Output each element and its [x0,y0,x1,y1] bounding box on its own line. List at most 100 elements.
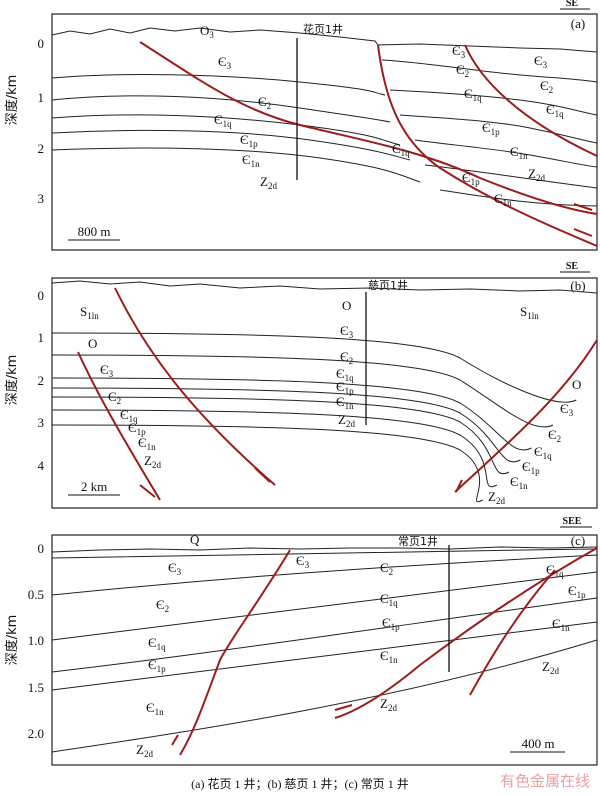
strata-subscript: 1q [157,642,167,652]
strata-label: Є1q [214,112,232,129]
strata-symbol: Є [336,379,345,394]
topography [51,27,598,53]
strata-subscript: 1q [223,119,233,129]
axis-label: 深度/km [4,615,20,666]
strata-subscript: 3 [349,330,354,340]
strata-symbol: Є [534,53,543,68]
strata-subscript: 2 [165,604,170,614]
strata-subscript: 1n [345,401,355,411]
strata-label: S1ln [80,304,99,321]
strata-subscript: 2 [549,85,554,95]
strata-symbol: Z [542,659,550,674]
strata-label: Є2 [456,62,469,79]
strata-label: Є1p [462,170,480,187]
strata-symbol: Z [528,166,536,181]
strata-subscript: 1p [531,466,541,476]
strata-subscript: 1q [345,373,355,383]
depth-tick-label: 0 [38,541,45,556]
strata-subscript: 2 [465,69,470,79]
depth-tick-label: 0 [38,36,45,51]
depth-tick-label: 3 [38,191,45,206]
panel-tag: (b) [570,278,585,293]
strata-label: Є1q [148,635,166,652]
depth-tick-label: 4 [38,458,45,473]
strata-subscript: 1ln [87,311,99,321]
strata-label: Є3 [218,54,232,71]
strata-label: Є1n [380,648,398,665]
horizons [51,332,577,503]
strata-symbol: S [520,304,527,319]
strata-subscript: 1q [543,451,553,461]
panel-tag: (c) [571,533,585,548]
strata-label: Є1q [546,102,564,119]
depth-tick-label: 2.0 [28,726,44,741]
strata-label: Є1p [568,583,586,600]
strata-label: O [88,336,97,351]
strata-symbol: Z [488,489,496,504]
depth-tick-label: 3 [38,415,45,430]
strata-label: Є1p [240,132,258,149]
strata-symbol: Є [336,394,345,409]
strata-label: Є3 [452,43,466,60]
topography [51,546,598,553]
strata-subscript: 1p [157,664,167,674]
strata-subscript: 1n [519,481,529,491]
horizons [51,59,598,207]
strata-label: Є2 [108,389,121,406]
strata-label: S1ln [520,304,539,321]
strata-symbol: O [342,298,351,313]
strata-symbol: Є [510,144,519,159]
strata-subscript: 1n [503,198,513,208]
strata-subscript: 3 [569,408,574,418]
horizon [51,354,554,428]
panel-tag: (a) [571,16,585,31]
strata-symbol: Є [534,444,543,459]
strata-subscript: 1n [561,623,571,633]
strata-symbol: Є [108,389,117,404]
strata-symbol: Є [340,349,349,364]
well-name: 常页1井 [398,534,438,548]
strata-label: Є1p [128,420,146,437]
strata-symbol: Є [568,583,577,598]
strata-label: Є3 [296,553,310,570]
strata-subscript: 1p [391,622,401,632]
strata-label: Є1q [336,366,354,383]
strata-symbol: Є [100,362,109,377]
strata-symbol: Є [452,43,461,58]
strata-subscript: 1q [555,109,565,119]
strata-symbol: Є [336,366,345,381]
strata-subscript: 2d [346,419,356,429]
panel-b [51,271,598,509]
horizons [51,548,598,753]
strata-label: Є1p [382,615,400,632]
strata-subscript: 2d [388,703,398,713]
strata-symbol: Є [380,560,389,575]
strata-label: Є2 [540,78,553,95]
strata-label: Є1q [534,444,552,461]
well-name: 花页1井 [303,22,343,36]
strata-label: Є1p [482,120,500,137]
strata-label: Є1p [522,459,540,476]
faults [77,287,598,501]
depth-tick-label: 0.5 [28,587,44,602]
strata-symbol: Є [242,152,251,167]
strata-symbol: Z [136,742,144,757]
panel-a [51,8,598,251]
strata-label: Є1p [336,379,354,396]
depth-tick-label: 1.5 [28,680,44,695]
depth-tick-label: 1.0 [28,633,44,648]
depth-tick-label: 0 [38,288,45,303]
strata-subscript: 3 [305,560,310,570]
direction: SE [566,261,579,272]
strata-label: Z2d [338,412,355,429]
strata-subscript: 1p [137,427,147,437]
strata-subscript: 1q [401,148,411,158]
strata-subscript: 3 [461,50,466,60]
panel-c [51,526,598,766]
strata-symbol: Є [258,94,267,109]
strata-label: Z2d [488,489,505,506]
strata-subscript: 2d [550,666,560,676]
